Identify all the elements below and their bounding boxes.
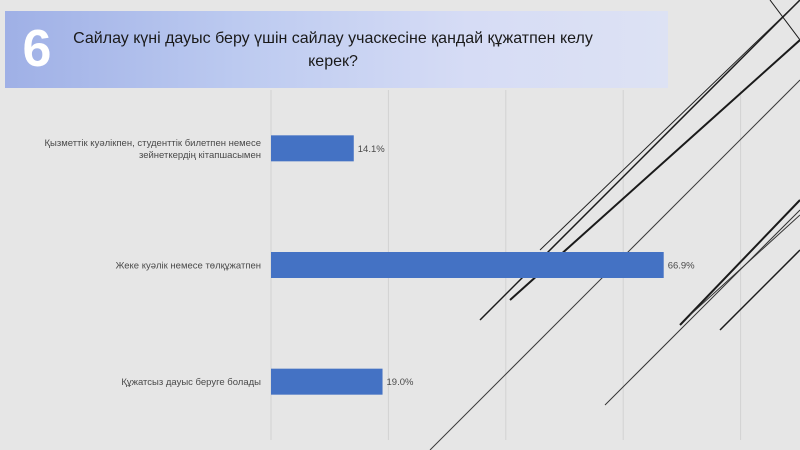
data-label: 14.1% <box>358 144 385 155</box>
data-label: 19.0% <box>387 377 414 388</box>
labels: 14.1% Қызметтік куәлікпен, студенттік бил… <box>44 138 695 388</box>
question-title: Сайлау күні дауыс беру үшін сайлау учаск… <box>73 30 593 70</box>
category-label: Қызметтік куәлікпен, студенттік билетпен… <box>44 138 261 161</box>
category-label-line: зейнеткердің кітапшасымен <box>139 150 261 161</box>
bar <box>271 252 664 278</box>
category-label: Құжатсыз дауыс беруге болады <box>121 377 261 388</box>
category-label-line: Құжатсыз дауыс беруге болады <box>121 377 261 388</box>
category-label-line: Жеке куәлік немесе төлқұжатпен <box>116 261 261 272</box>
decorative-line <box>604 209 800 406</box>
slide-number: 6 <box>22 20 52 78</box>
bars <box>271 135 664 395</box>
decorative-line <box>539 0 800 251</box>
category-label: Жеке куәлік немесе төлқұжатпен <box>116 261 261 272</box>
decorative-lines <box>429 0 800 450</box>
decorative-line <box>719 249 800 331</box>
decorative-line <box>679 199 800 326</box>
category-label-line: Қызметтік куәлікпен, студенттік билетпен… <box>44 138 261 149</box>
question-header: 6 Сайлау күні дауыс беру үшін сайлау уча… <box>5 11 668 88</box>
bar <box>271 368 383 395</box>
decorative-line <box>769 0 800 41</box>
data-label: 66.9% <box>668 261 695 272</box>
bar <box>271 135 354 162</box>
